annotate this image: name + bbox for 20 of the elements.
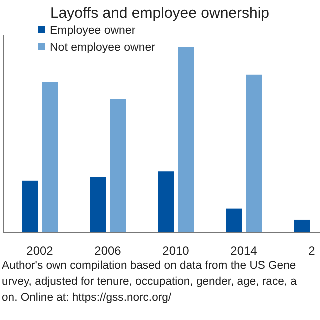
x-tick-label: 2010 [162,244,190,258]
bar [294,220,310,233]
legend-label: Not employee owner [50,42,156,54]
bar [226,208,242,233]
bar [110,99,126,233]
chart-title: Layoffs and employee ownership [50,5,270,22]
bar [42,82,58,233]
bar [178,47,194,233]
text: on. Online at: https://gss.norc.org/ [2,292,172,304]
bar [158,172,174,233]
x-tick-label: 2006 [94,244,122,258]
bar [90,177,106,233]
x-tick-label: 2 [308,244,316,258]
x-tick-label: 2002 [26,244,54,258]
bar [22,180,38,233]
legend-label: Employee owner [50,25,136,37]
x-tick-label: 2014 [230,244,258,258]
text: urvey, adjusted for tenure, occupation, gender, age, race, a [2,276,298,288]
text: Author's own compilation based on data from the US Gene [2,260,296,272]
bar [246,74,262,233]
